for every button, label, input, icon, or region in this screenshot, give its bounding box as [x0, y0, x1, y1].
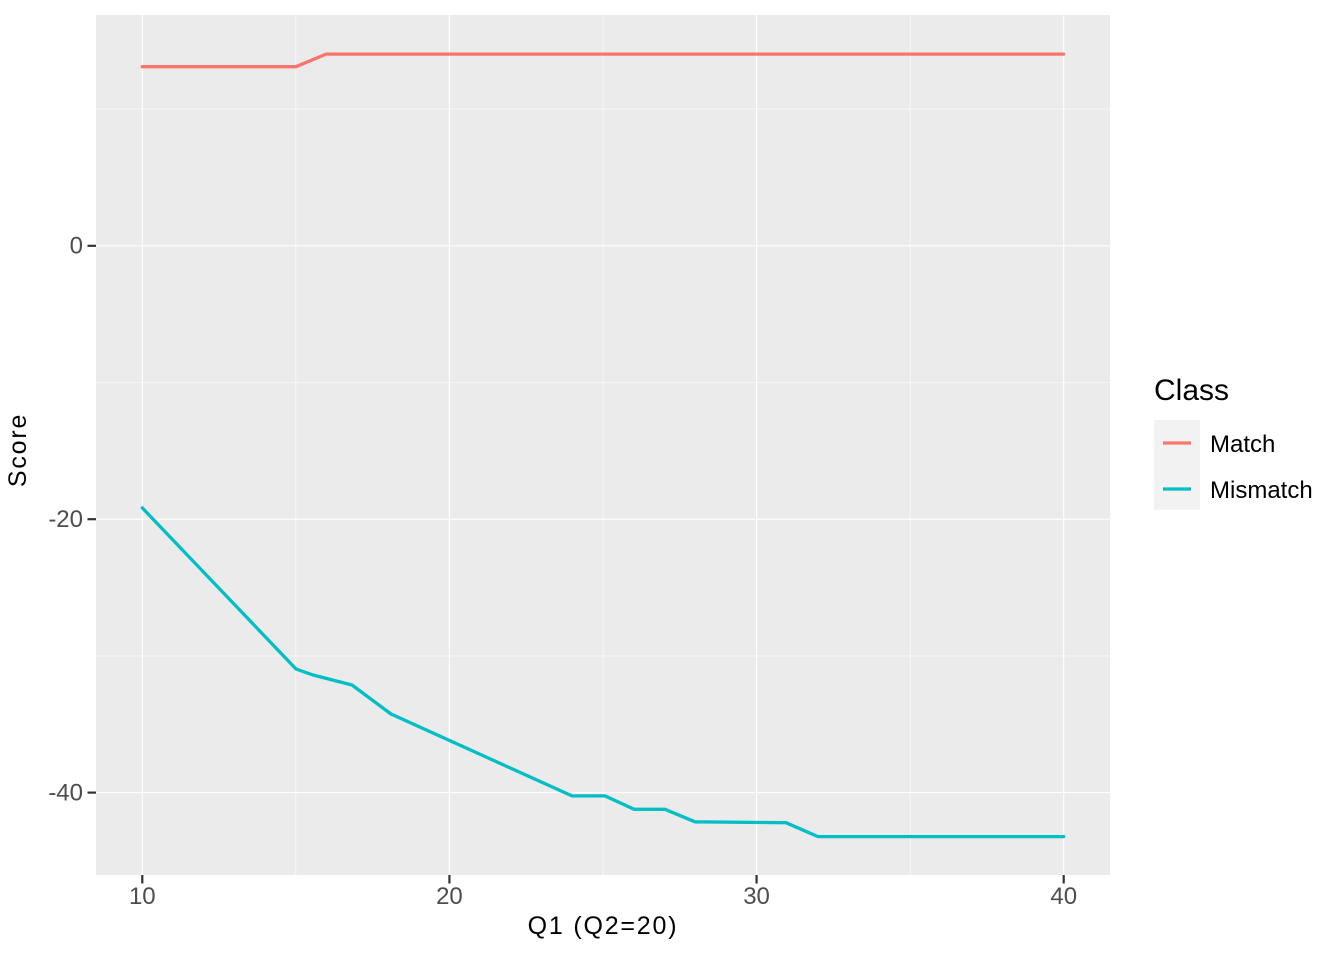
svg-text:0: 0	[70, 233, 83, 260]
svg-text:10: 10	[129, 883, 156, 910]
svg-text:Score: Score	[4, 413, 32, 487]
svg-text:40: 40	[1050, 883, 1077, 910]
svg-text:Mismatch: Mismatch	[1210, 477, 1313, 504]
svg-text:-40: -40	[48, 779, 83, 806]
svg-text:30: 30	[743, 883, 770, 910]
svg-text:20: 20	[436, 883, 463, 910]
svg-text:-20: -20	[48, 506, 83, 533]
svg-text:Match: Match	[1210, 431, 1275, 458]
svg-text:Class: Class	[1154, 374, 1229, 407]
svg-text:Q1 (Q2=20): Q1 (Q2=20)	[528, 912, 679, 940]
